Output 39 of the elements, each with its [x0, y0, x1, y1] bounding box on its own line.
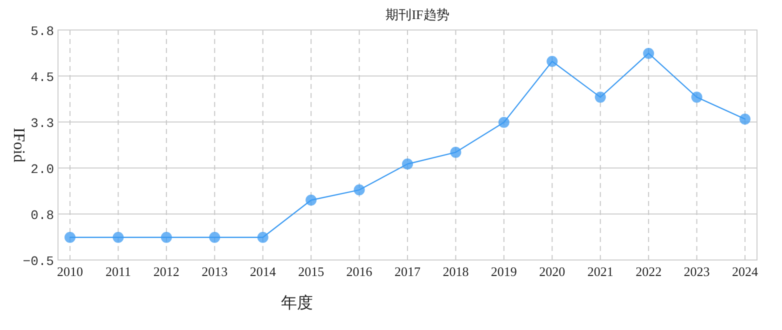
- x-tick-label: 2012: [153, 264, 180, 279]
- x-tick-label: 2016: [346, 264, 373, 279]
- x-tick-label: 2023: [684, 264, 710, 279]
- x-axis-title: 年度: [281, 294, 313, 312]
- x-tick-label: 2021: [587, 264, 614, 279]
- y-tick-label: 4.5: [30, 70, 54, 85]
- point: [209, 232, 220, 243]
- point: [691, 92, 702, 103]
- x-tick-label: 2010: [57, 264, 83, 279]
- x-tick-label: 2015: [298, 264, 324, 279]
- y-tick-label: 5.8: [30, 24, 54, 39]
- y-tick-label: −0.5: [22, 254, 54, 269]
- point: [643, 48, 654, 59]
- point: [257, 232, 268, 243]
- chart-title: 期刊IF趋势: [386, 7, 450, 22]
- point: [160, 232, 172, 243]
- point: [402, 158, 413, 170]
- y-axis-title: IFoid: [10, 128, 27, 162]
- point: [594, 92, 606, 103]
- point: [450, 146, 462, 158]
- x-tick-label: 2013: [202, 264, 228, 279]
- x-tick-label: 2022: [636, 264, 662, 279]
- point: [546, 56, 558, 67]
- point: [498, 116, 510, 128]
- y-tick-label: 0.8: [30, 208, 54, 223]
- y-tick-label: 2.0: [30, 162, 54, 177]
- x-tick-label: 2019: [490, 264, 517, 279]
- x-tick-label: 2011: [105, 264, 131, 279]
- point: [740, 114, 750, 125]
- x-tick-label: 2024: [732, 264, 758, 279]
- point: [112, 232, 124, 243]
- point: [64, 232, 76, 243]
- point: [354, 184, 365, 196]
- x-tick-label: 2017: [394, 264, 421, 279]
- y-tick-label: 3.3: [30, 116, 54, 131]
- x-tick-label: 2018: [442, 264, 469, 279]
- point: [306, 194, 317, 206]
- x-tick-label: 2020: [539, 264, 566, 279]
- x-tick-label: 2014: [250, 264, 276, 279]
